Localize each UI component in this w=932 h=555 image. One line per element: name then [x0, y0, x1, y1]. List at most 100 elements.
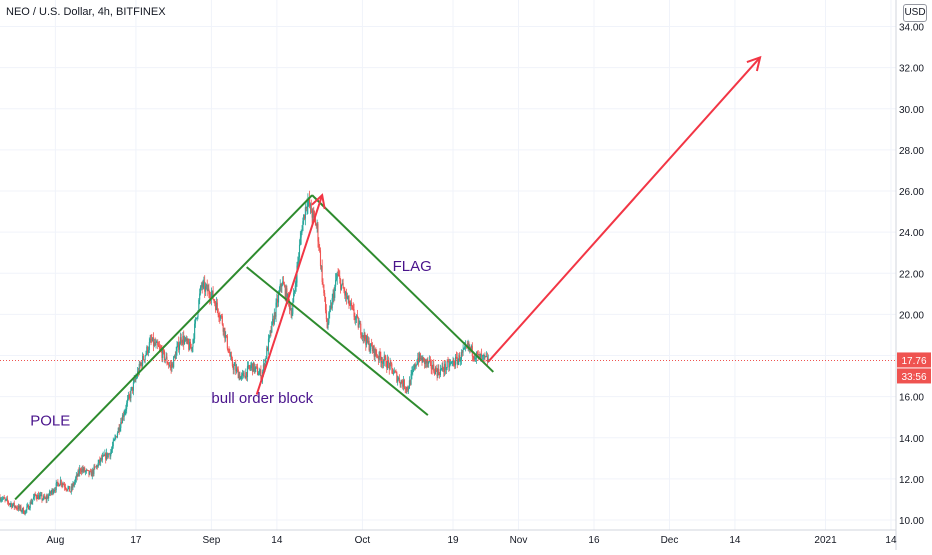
candle	[90, 469, 92, 477]
candle-body	[94, 466, 96, 468]
candle	[29, 500, 31, 511]
candle-body	[451, 361, 453, 363]
candle	[368, 337, 370, 352]
candle-body	[182, 336, 184, 343]
candle-body	[214, 301, 216, 304]
candle	[177, 341, 179, 348]
candle-body	[95, 466, 97, 468]
candle-body	[42, 499, 44, 500]
candle	[396, 371, 398, 384]
candle-body	[129, 395, 131, 399]
candle-body	[75, 475, 77, 479]
candle-body	[233, 365, 235, 370]
candle	[195, 317, 197, 320]
candle	[228, 346, 230, 354]
candle	[329, 305, 331, 319]
grid	[0, 0, 896, 530]
candle	[179, 332, 181, 345]
candle	[447, 356, 449, 363]
candle-body	[396, 372, 398, 382]
candle-body	[175, 351, 177, 359]
candle-body	[105, 452, 108, 460]
candle-body	[72, 483, 74, 488]
candle-body	[419, 353, 421, 360]
candle	[323, 284, 325, 296]
candle-body	[110, 452, 112, 457]
candle-body	[461, 352, 463, 353]
candle	[22, 506, 25, 514]
candle-body	[462, 349, 464, 353]
candle-body	[107, 453, 109, 458]
candle-body	[74, 481, 76, 485]
candle	[374, 348, 376, 362]
candle-body	[163, 349, 165, 351]
candle-body	[99, 459, 101, 463]
candle	[154, 337, 156, 347]
candle	[97, 459, 99, 469]
candle	[246, 371, 248, 381]
candle	[168, 361, 170, 369]
candle	[19, 504, 21, 511]
candle-body	[263, 364, 265, 369]
candle-body	[238, 374, 240, 379]
candle	[397, 376, 400, 381]
candle	[445, 366, 447, 374]
arrow-head	[311, 193, 326, 210]
candle	[55, 479, 57, 493]
candle-body	[351, 305, 353, 307]
candle-body	[366, 336, 369, 343]
candle-body	[361, 334, 363, 337]
candle-body	[97, 462, 99, 468]
candle	[67, 485, 69, 492]
currency-button[interactable]: USD	[903, 4, 927, 22]
last-price-label: 17.76	[901, 356, 926, 367]
candle-body	[304, 207, 306, 219]
candle-body	[14, 506, 16, 507]
candle-body	[362, 335, 364, 338]
candle-body	[241, 375, 243, 377]
candle	[132, 378, 134, 396]
candle-body	[118, 427, 120, 431]
candle	[220, 314, 222, 321]
candle-body	[168, 365, 171, 366]
y-tick-label: 32.00	[899, 64, 924, 75]
x-tick-label: 17	[130, 535, 142, 546]
candle-body	[19, 506, 21, 509]
candle	[266, 345, 268, 359]
candle	[159, 344, 161, 350]
candle-body	[186, 338, 188, 342]
candle	[116, 431, 119, 439]
candle-body	[109, 453, 111, 457]
candle-body	[162, 349, 164, 358]
candle	[63, 482, 65, 486]
candle-body	[402, 379, 405, 387]
candle-body	[349, 305, 351, 306]
candle-body	[355, 317, 357, 320]
candle	[281, 282, 283, 293]
candle	[87, 469, 89, 471]
candle-body	[486, 356, 488, 363]
candle-body	[293, 293, 295, 303]
candle	[33, 493, 35, 500]
candle	[227, 348, 229, 353]
candle	[485, 356, 487, 358]
candle-body	[117, 427, 119, 433]
candle-body	[90, 471, 92, 477]
candle-body	[40, 494, 42, 496]
candle	[340, 284, 343, 291]
candle	[241, 372, 243, 382]
candle	[419, 352, 421, 361]
candle-body	[257, 374, 259, 376]
candle-body	[44, 497, 46, 499]
candle	[379, 348, 381, 361]
candle	[172, 362, 174, 368]
candle-body	[486, 356, 488, 358]
candle	[144, 355, 146, 364]
candle-body	[28, 508, 30, 510]
candle-body	[100, 458, 102, 463]
candle-body	[215, 303, 217, 311]
candle-body	[302, 221, 304, 231]
candle	[404, 386, 406, 394]
